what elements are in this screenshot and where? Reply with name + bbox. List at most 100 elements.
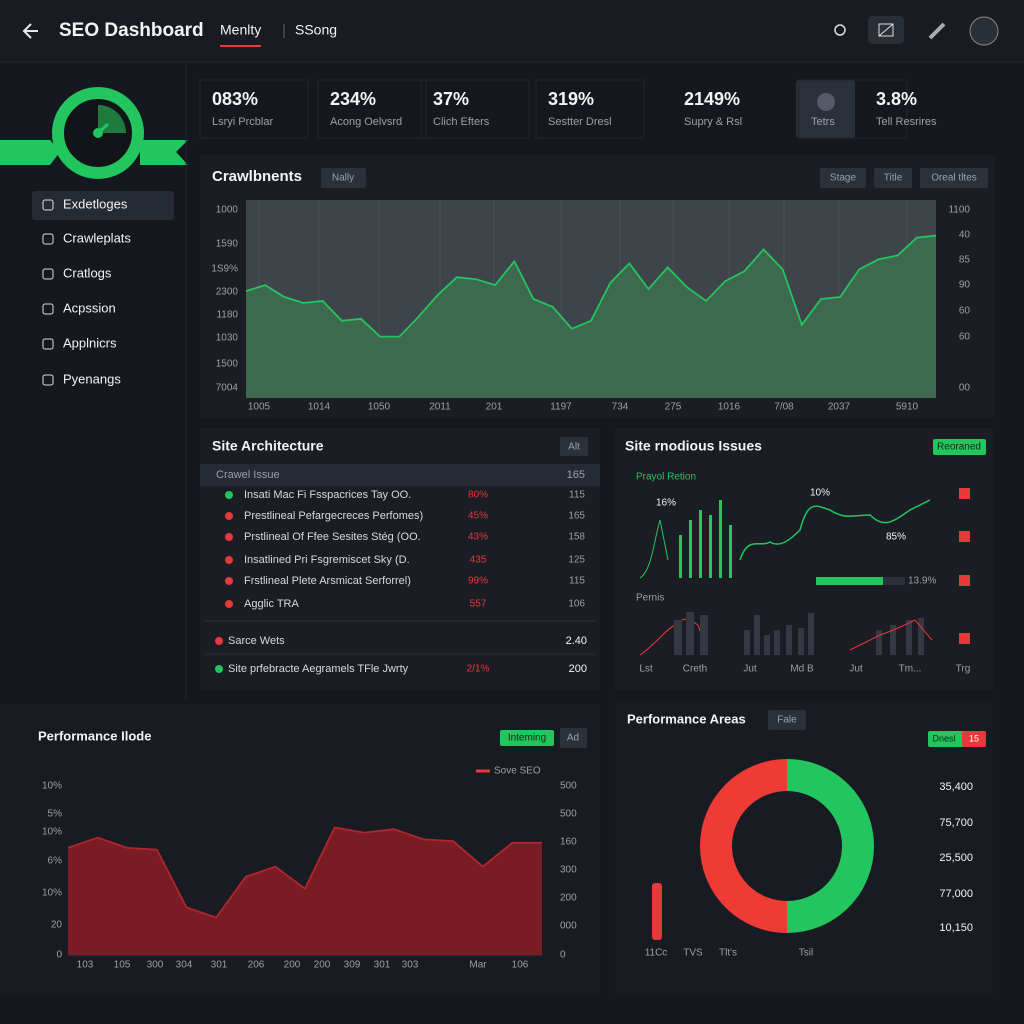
y-axis-label: 0 (56, 950, 62, 961)
status-dot (215, 665, 223, 673)
kpi-card (199, 79, 309, 139)
tab[interactable]: SSong (295, 22, 337, 38)
back-button[interactable] (22, 23, 38, 39)
x-axis-label: 275 (665, 402, 682, 413)
row-count: 165 (568, 511, 585, 522)
filter-button[interactable] (321, 168, 366, 188)
row-label: Frstlineal Plete Arsmicat Serforrel) (244, 575, 411, 587)
row-count: 200 (569, 663, 587, 675)
y2-axis-label: 90 (959, 280, 971, 291)
kpi-label: Tetrs (811, 116, 835, 128)
status-dot (225, 491, 233, 499)
x-axis-label: 5910 (896, 402, 919, 413)
button-label: Oreal tltes (931, 173, 977, 184)
subtitle: Prayol Retion (636, 472, 696, 483)
row-label: Site prfebracte Aegramels TFle Jwrty (228, 663, 409, 675)
x-axis-label: 304 (176, 960, 193, 971)
y-axis-label: 1000 (216, 205, 239, 216)
badge (933, 439, 986, 455)
x-axis-label: 2037 (828, 402, 851, 413)
kpi-card (798, 79, 908, 139)
value-label: 77,000 (939, 888, 973, 900)
y-axis-label: 10% (42, 781, 62, 792)
alt-button[interactable] (560, 437, 588, 456)
y2-axis-label: 300 (560, 865, 577, 876)
y-axis-label: 1590 (216, 239, 239, 250)
search-icon[interactable] (834, 24, 846, 36)
panel-title: Performance Ilode (38, 728, 151, 743)
badge[interactable] (768, 710, 806, 730)
row-percent: 557 (470, 599, 487, 610)
row-percent: 43% (468, 532, 488, 543)
y-axis-label: 5% (48, 809, 63, 820)
badge[interactable] (560, 728, 587, 748)
row-label: Prestlineal Pefargecreces Perfomes) (244, 510, 423, 522)
areas-panel (615, 700, 993, 995)
kpi-label: Acong Oelvsrd (330, 116, 402, 128)
x-axis-label: 11Cc (645, 948, 668, 959)
y-axis-label: 6% (48, 856, 63, 867)
legend-badge-tail (962, 731, 986, 747)
nav-icon (42, 268, 54, 280)
tab-underline (220, 45, 261, 47)
x-axis-label: Trg (956, 664, 971, 675)
sparkline (639, 519, 669, 579)
x-axis-label: 1005 (248, 402, 271, 413)
y2-axis-label: 000 (560, 921, 577, 932)
row-count: 158 (568, 532, 585, 543)
nav-active (32, 191, 174, 220)
nav-item: Acpssion (63, 300, 116, 315)
area (246, 235, 936, 398)
y2-axis-label: 40 (959, 230, 971, 241)
x-axis-label: 301 (374, 960, 391, 971)
value-label: 25,500 (939, 852, 973, 864)
x-axis-label: 201 (486, 402, 503, 413)
badge-label: Reoraned (937, 442, 981, 453)
kpi-card (420, 79, 530, 139)
row-percent: 99% (468, 576, 488, 587)
panel-title: Performance Areas (627, 711, 746, 726)
y2-axis-label: 1100 (948, 205, 970, 216)
y2-axis-label: 0 (560, 950, 566, 961)
row-count: 115 (569, 576, 585, 587)
row-label: Prstlineal Of Ffee Sesites Stég (OO. (244, 531, 421, 543)
x-axis-label: 206 (248, 960, 265, 971)
x-axis-label: 303 (402, 960, 419, 971)
kpi-label: Tell Resrires (876, 116, 937, 128)
progress-fill (816, 577, 883, 585)
x-axis-label: 1050 (368, 402, 391, 413)
y-axis-label: 7004 (216, 383, 239, 394)
x-axis-label: Tm... (899, 664, 922, 675)
tab[interactable]: Menlty (220, 22, 261, 38)
tool-icon[interactable] (928, 22, 946, 40)
panel-title: Site Architecture (212, 438, 324, 454)
y-axis-label: 1500 (216, 359, 239, 370)
avatar[interactable] (969, 16, 999, 46)
chart-button (874, 168, 912, 188)
y-axis-label: 10% (42, 827, 62, 838)
row-percent: 2/1% (467, 664, 490, 675)
badge (500, 730, 554, 746)
x-axis-label: 301 (211, 960, 228, 971)
icon (878, 23, 894, 37)
status-squares (959, 488, 970, 644)
y2-axis-label: 500 (560, 781, 577, 792)
button-label: Stage (830, 173, 857, 184)
x-axis-label: 106 (512, 960, 529, 971)
annotation: 13.9% (908, 576, 936, 587)
status-dot (225, 577, 233, 585)
legend-label: Dnesl (932, 733, 955, 743)
y2-axis-label: 85 (959, 255, 971, 266)
area (68, 827, 542, 955)
kpi-value: 2149% (684, 89, 740, 109)
x-axis-label: Md B (790, 664, 814, 675)
y-axis-label: 1030 (216, 333, 239, 344)
x-axis-label: 7/08 (774, 402, 794, 413)
x-axis-label: Tsil (799, 948, 813, 959)
y2-axis-label: 160 (560, 837, 577, 848)
kpi-label: Sestter Dresl (548, 116, 612, 128)
sparkline (739, 499, 931, 561)
filter-label: Nally (332, 173, 354, 184)
kpi-value: 234% (330, 89, 376, 109)
